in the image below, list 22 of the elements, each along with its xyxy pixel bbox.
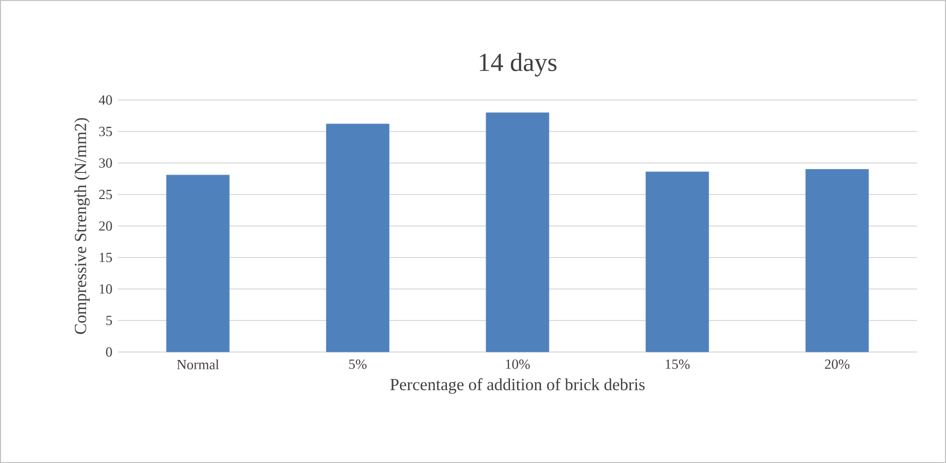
y-tick-label: 30 xyxy=(99,158,112,168)
x-tick-label: 5% xyxy=(349,360,367,369)
bar xyxy=(486,112,550,352)
bar xyxy=(646,172,710,352)
y-tick-label: 0 xyxy=(106,347,112,357)
bar xyxy=(326,124,390,352)
y-axis-title: Compressive Strength (N/mm2) xyxy=(74,118,90,334)
y-tick-label: 20 xyxy=(99,221,112,231)
y-tick-label: 40 xyxy=(98,95,112,105)
y-tick-label: 10 xyxy=(100,284,112,294)
y-tick-label: 25 xyxy=(99,190,112,200)
x-tick-label: 20% xyxy=(824,360,850,369)
bar xyxy=(166,174,230,352)
y-tick-label: 35 xyxy=(99,126,112,136)
x-tick-label: 10% xyxy=(506,360,530,369)
x-axis-title: Percentage of addition of brick debris xyxy=(390,378,645,394)
x-tick-label: 15% xyxy=(666,360,690,369)
bar xyxy=(805,169,869,352)
y-tick-label: 5 xyxy=(106,316,112,326)
y-tick-label: 15 xyxy=(100,252,112,262)
chart-title: 14 days xyxy=(480,52,556,76)
x-tick-label: Normal xyxy=(177,359,219,370)
